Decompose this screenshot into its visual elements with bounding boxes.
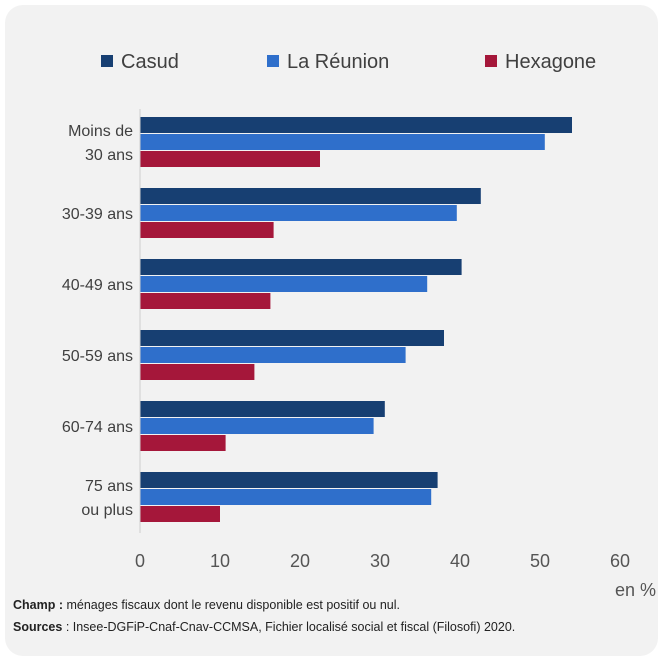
bar-2-3 (140, 222, 274, 238)
category-label-4: 50-59 ans (62, 348, 133, 365)
legend-swatch-1 (101, 55, 113, 67)
legend-label-1: Casud (121, 51, 179, 73)
bar-1-3 (140, 151, 320, 167)
x-tick-label-3: 20 (290, 551, 310, 571)
category-label-6-line-2: ou plus (81, 502, 133, 519)
legend-swatch-3 (485, 55, 497, 67)
category-label-1-line-1: Moins de (68, 123, 133, 140)
bar-chart: Casud La Réunion Hexagone Moins de 30 ans 30-… (62, 51, 656, 600)
bar-4-2 (140, 347, 406, 363)
champ-text: ménages fiscaux dont le revenu disponibl… (63, 598, 401, 612)
bar-6-2 (140, 489, 432, 505)
bar-5-2 (140, 418, 374, 434)
category-label-6-line-1: 75 ans (85, 478, 133, 495)
x-tick-label-6: 50 (530, 551, 550, 571)
footnote-champ: Champ : ménages fiscaux dont le revenu d… (13, 598, 400, 612)
footnote-sources: Sources : Insee-DGFiP-Cnaf-Cnav-CCMSA, F… (13, 620, 515, 634)
chart-card: Casud La Réunion Hexagone Moins de 30 ans 30-… (5, 5, 658, 656)
x-unit-label: en % (615, 580, 656, 600)
bar-4-3 (140, 364, 255, 380)
bar-1-2 (140, 134, 545, 150)
champ-label: Champ : (13, 598, 63, 612)
category-label-3: 40-49 ans (62, 277, 133, 294)
bar-3-1 (140, 259, 462, 275)
sources-label: Sources (13, 620, 63, 634)
x-tick-label-1: 0 (135, 551, 145, 571)
legend-label-3: Hexagone (505, 51, 596, 73)
bar-3-3 (140, 293, 271, 309)
legend-label-2: La Réunion (287, 51, 389, 73)
category-label-2: 30-39 ans (62, 206, 133, 223)
bar-2-2 (140, 205, 457, 221)
bar-2-1 (140, 188, 481, 204)
bar-3-2 (140, 276, 428, 292)
sources-text: : Insee-DGFiP-Cnaf-Cnav-CCMSA, Fichier l… (62, 620, 516, 634)
x-tick-label-7: 60 (610, 551, 630, 571)
x-tick-label-2: 10 (210, 551, 230, 571)
legend-swatch-2 (267, 55, 279, 67)
bar-6-3 (140, 506, 220, 522)
bar-5-3 (140, 435, 226, 451)
category-label-5: 60-74 ans (62, 419, 133, 436)
category-label-1-line-2: 30 ans (85, 147, 133, 164)
x-tick-label-4: 30 (370, 551, 390, 571)
bar-6-1 (140, 472, 438, 488)
bar-5-1 (140, 401, 385, 417)
bar-4-1 (140, 330, 444, 346)
bar-1-1 (140, 117, 572, 133)
x-tick-label-5: 40 (450, 551, 470, 571)
